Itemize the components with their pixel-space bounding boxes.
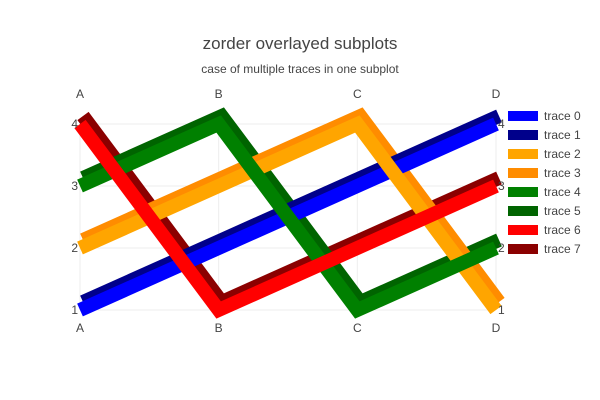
legend-item[interactable]: trace 4: [508, 182, 598, 201]
y-tick-label-left: 1: [71, 303, 78, 317]
legend-label: trace 5: [544, 203, 581, 218]
y-tick-label-right: 1: [498, 303, 505, 317]
y-tick-label-right: 3: [498, 179, 505, 193]
legend-swatch: [508, 167, 538, 178]
legend-item[interactable]: trace 1: [508, 125, 598, 144]
y-tick-label-left: 4: [71, 117, 78, 131]
legend-swatch: [508, 148, 538, 159]
y-tick-label-left: 2: [71, 241, 78, 255]
x-tick-label-top: C: [353, 87, 362, 101]
legend-swatch: [508, 243, 538, 254]
tick-layer: A A B B C C D D 1 1 2 2 3 3 4 4: [71, 87, 505, 335]
legend-label: trace 3: [544, 165, 581, 180]
legend-swatch: [508, 186, 538, 197]
y-tick-label-left: 3: [71, 179, 78, 193]
chart-title: zorder overlayed subplots: [202, 34, 398, 53]
legend-item[interactable]: trace 5: [508, 201, 598, 220]
legend-swatch: [508, 205, 538, 216]
series-line-trace-4: [77, 115, 499, 319]
legend-label: trace 2: [544, 146, 581, 161]
x-tick-label-bottom: D: [492, 321, 501, 335]
legend-label: trace 0: [544, 108, 581, 123]
x-tick-label-bottom: A: [76, 321, 84, 335]
lines-layer: [74, 107, 505, 319]
legend-swatch: [508, 110, 538, 121]
chart-subtitle: case of multiple traces in one subplot: [201, 62, 399, 76]
legend-item[interactable]: trace 0: [508, 106, 598, 125]
legend-swatch: [508, 129, 538, 140]
legend-item[interactable]: trace 2: [508, 144, 598, 163]
x-tick-label-top: B: [215, 87, 223, 101]
series-line-trace-6: [74, 119, 499, 319]
legend-label: trace 7: [544, 241, 581, 256]
x-tick-label-top: A: [76, 87, 84, 101]
grid-layer: [79, 123, 497, 311]
x-tick-label-bottom: C: [353, 321, 362, 335]
y-tick-label-right: 4: [498, 117, 505, 131]
legend-item[interactable]: trace 6: [508, 220, 598, 239]
legend-item[interactable]: trace 3: [508, 163, 598, 182]
legend-label: trace 4: [544, 184, 581, 199]
legend-label: trace 1: [544, 127, 581, 142]
legend-label: trace 6: [544, 222, 581, 237]
x-tick-label-top: D: [492, 87, 501, 101]
legend-item[interactable]: trace 7: [508, 239, 598, 258]
y-tick-label-right: 2: [498, 241, 505, 255]
x-tick-label-bottom: B: [215, 321, 223, 335]
legend-swatch: [508, 224, 538, 235]
legend: trace 0 trace 1 trace 2 trace 3 trace 4 trace…: [508, 106, 598, 258]
